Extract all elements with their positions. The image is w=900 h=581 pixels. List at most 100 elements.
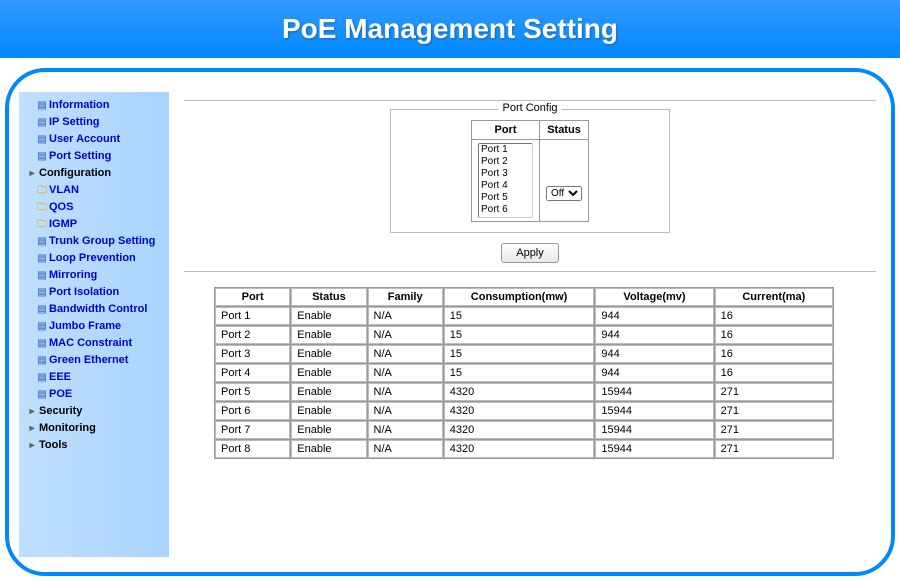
sidebar-item-poe[interactable]: ▤POE bbox=[19, 386, 169, 403]
sidebar-item-security[interactable]: ▸Security bbox=[19, 403, 169, 420]
sidebar-item-user-account[interactable]: ▤User Account bbox=[19, 131, 169, 148]
sidebar-item-bandwidth-control[interactable]: ▤Bandwidth Control bbox=[19, 301, 169, 318]
sidebar-item-ip-setting[interactable]: ▤IP Setting bbox=[19, 114, 169, 131]
page-icon: ▤ bbox=[37, 320, 47, 334]
table-cell: N/A bbox=[368, 364, 443, 382]
table-cell: 15 bbox=[444, 364, 595, 382]
table-cell: Enable bbox=[291, 402, 366, 420]
table-cell: N/A bbox=[368, 402, 443, 420]
port-option[interactable]: Port 5 bbox=[479, 192, 532, 204]
table-cell: N/A bbox=[368, 421, 443, 439]
table-cell: Enable bbox=[291, 440, 366, 458]
sidebar-item-label: Information bbox=[49, 99, 110, 111]
table-cell: 271 bbox=[715, 383, 833, 401]
table-cell: 16 bbox=[715, 326, 833, 344]
sidebar-item-label: Loop Prevention bbox=[49, 252, 136, 264]
table-cell: 15 bbox=[444, 326, 595, 344]
port-select[interactable]: Port 1Port 2Port 3Port 4Port 5Port 6 bbox=[478, 143, 533, 218]
page-icon: ▤ bbox=[37, 303, 47, 317]
sidebar-item-port-setting[interactable]: ▤Port Setting bbox=[19, 148, 169, 165]
table-row: Port 4EnableN/A1594416 bbox=[215, 364, 833, 382]
sidebar-item-port-isolation[interactable]: ▤Port Isolation bbox=[19, 284, 169, 301]
config-header-status: Status bbox=[540, 121, 589, 140]
page-icon: ▤ bbox=[37, 252, 47, 266]
sidebar-item-tools[interactable]: ▸Tools bbox=[19, 437, 169, 454]
sidebar-item-configuration[interactable]: ▸Configuration bbox=[19, 165, 169, 182]
table-cell: Enable bbox=[291, 326, 366, 344]
divider-mid bbox=[184, 271, 876, 272]
sidebar-item-mirroring[interactable]: ▤Mirroring bbox=[19, 267, 169, 284]
table-row: Port 1EnableN/A1594416 bbox=[215, 307, 833, 325]
table-header: Status bbox=[291, 288, 366, 306]
sidebar-item-jumbo-frame[interactable]: ▤Jumbo Frame bbox=[19, 318, 169, 335]
port-config-table: Port Status Port 1Port 2Port 3Port 4Port… bbox=[471, 120, 589, 222]
sidebar-item-label: Monitoring bbox=[39, 422, 96, 434]
table-cell: 944 bbox=[595, 326, 713, 344]
page-icon: ▤ bbox=[37, 150, 47, 164]
table-row: Port 2EnableN/A1594416 bbox=[215, 326, 833, 344]
port-option[interactable]: Port 6 bbox=[479, 204, 532, 216]
main-content: Port Config Port Status Port 1Port 2Port… bbox=[169, 92, 876, 557]
table-cell: 15944 bbox=[595, 440, 713, 458]
table-row: Port 3EnableN/A1594416 bbox=[215, 345, 833, 363]
sidebar-item-vlan[interactable]: 🗀VLAN bbox=[19, 182, 169, 199]
page-icon: ▤ bbox=[37, 337, 47, 351]
page-title: PoE Management Setting bbox=[282, 13, 618, 44]
sidebar: ▤Information▤IP Setting▤User Account▤Por… bbox=[19, 92, 169, 557]
bullet-icon: ▸ bbox=[27, 439, 37, 453]
poe-status-table: PortStatusFamilyConsumption(mw)Voltage(m… bbox=[214, 287, 834, 459]
sidebar-item-mac-constraint[interactable]: ▤MAC Constraint bbox=[19, 335, 169, 352]
table-header: Family bbox=[368, 288, 443, 306]
sidebar-item-loop-prevention[interactable]: ▤Loop Prevention bbox=[19, 250, 169, 267]
sidebar-item-label: Tools bbox=[39, 439, 68, 451]
sidebar-item-information[interactable]: ▤Information bbox=[19, 97, 169, 114]
table-cell: 944 bbox=[595, 364, 713, 382]
table-cell: Port 4 bbox=[215, 364, 290, 382]
port-option[interactable]: Port 3 bbox=[479, 168, 532, 180]
bullet-icon: ▸ bbox=[27, 422, 37, 436]
sidebar-item-label: Bandwidth Control bbox=[49, 303, 147, 315]
table-header: Current(ma) bbox=[715, 288, 833, 306]
table-cell: 15 bbox=[444, 307, 595, 325]
sidebar-item-igmp[interactable]: 🗀IGMP bbox=[19, 216, 169, 233]
sidebar-item-monitoring[interactable]: ▸Monitoring bbox=[19, 420, 169, 437]
port-option[interactable]: Port 1 bbox=[479, 144, 532, 156]
table-cell: 4320 bbox=[444, 440, 595, 458]
page-icon: ▤ bbox=[37, 388, 47, 402]
apply-button[interactable]: Apply bbox=[501, 243, 559, 263]
page-icon: ▤ bbox=[37, 133, 47, 147]
sidebar-item-label: POE bbox=[49, 388, 72, 400]
sidebar-item-label: Port Isolation bbox=[49, 286, 119, 298]
status-select[interactable]: Off bbox=[546, 186, 582, 201]
sidebar-item-qos[interactable]: 🗀QOS bbox=[19, 199, 169, 216]
table-cell: N/A bbox=[368, 345, 443, 363]
table-cell: 15944 bbox=[595, 421, 713, 439]
sidebar-item-label: IGMP bbox=[49, 218, 77, 230]
port-config-legend: Port Config bbox=[498, 102, 561, 114]
port-option[interactable]: Port 2 bbox=[479, 156, 532, 168]
sidebar-item-label: Jumbo Frame bbox=[49, 320, 121, 332]
sidebar-item-eee[interactable]: ▤EEE bbox=[19, 369, 169, 386]
sidebar-item-label: VLAN bbox=[49, 184, 79, 196]
table-row: Port 5EnableN/A432015944271 bbox=[215, 383, 833, 401]
page-icon: ▤ bbox=[37, 371, 47, 385]
sidebar-item-green-ethernet[interactable]: ▤Green Ethernet bbox=[19, 352, 169, 369]
divider-top bbox=[184, 100, 876, 101]
table-cell: 15 bbox=[444, 345, 595, 363]
table-cell: N/A bbox=[368, 307, 443, 325]
table-cell: Port 1 bbox=[215, 307, 290, 325]
table-cell: Enable bbox=[291, 421, 366, 439]
table-header: Consumption(mw) bbox=[444, 288, 595, 306]
sidebar-item-trunk-group-setting[interactable]: ▤Trunk Group Setting bbox=[19, 233, 169, 250]
sidebar-item-label: QOS bbox=[49, 201, 73, 213]
table-cell: Port 5 bbox=[215, 383, 290, 401]
port-option[interactable]: Port 4 bbox=[479, 180, 532, 192]
folder-icon: 🗀 bbox=[37, 201, 47, 215]
folder-icon: 🗀 bbox=[37, 218, 47, 232]
table-cell: 15944 bbox=[595, 402, 713, 420]
sidebar-item-label: IP Setting bbox=[49, 116, 100, 128]
sidebar-item-label: EEE bbox=[49, 371, 71, 383]
sidebar-item-label: Trunk Group Setting bbox=[49, 235, 155, 247]
table-cell: N/A bbox=[368, 383, 443, 401]
table-cell: Enable bbox=[291, 383, 366, 401]
